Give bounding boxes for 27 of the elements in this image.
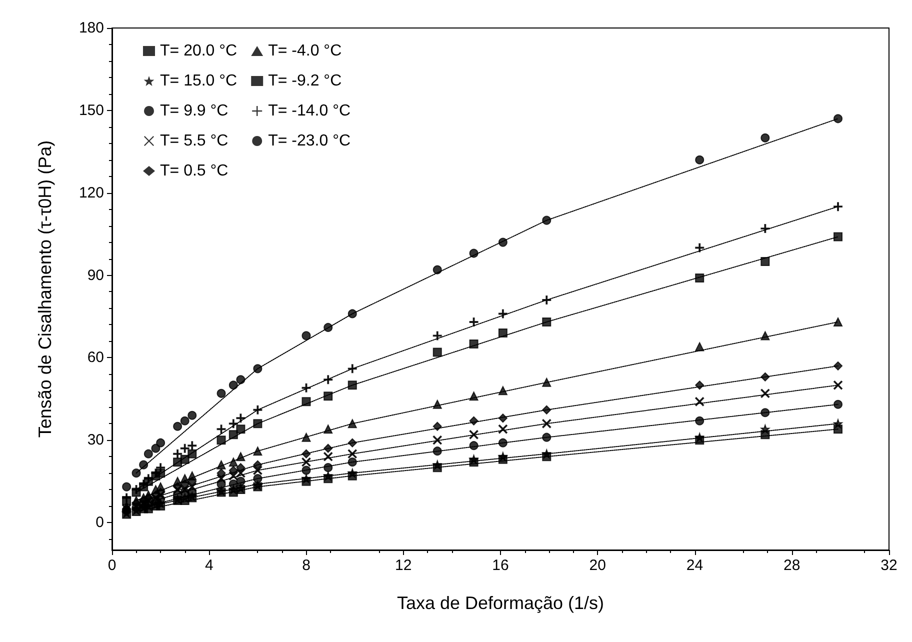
legend-label: T= -4.0 °C (268, 42, 342, 60)
legend-label: T= -9.2 °C (268, 72, 342, 90)
x-tick-label: 32 (880, 557, 898, 574)
x-tick-label: 8 (302, 557, 310, 574)
x-tick-label: 28 (784, 557, 800, 574)
x-tick-label: 12 (395, 557, 412, 574)
legend-label: T= 0.5 °C (160, 162, 228, 180)
legend-label: T= -14.0 °C (268, 102, 351, 120)
x-tick-label: 24 (686, 557, 704, 574)
y-tick-label: 30 (87, 432, 104, 449)
legend-label: T= 20.0 °C (160, 42, 238, 60)
y-axis-title: Tensão de Cisalhamento (τ-τ0H) (Pa) (35, 140, 55, 438)
y-tick-label: 0 (96, 514, 104, 532)
x-tick-label: 20 (589, 557, 606, 574)
legend-label: T= 9.9 °C (160, 102, 228, 120)
x-tick-label: 0 (108, 557, 116, 574)
legend-label: T= -23.0 °C (268, 132, 351, 150)
x-tick-label: 4 (204, 557, 214, 574)
y-tick-label: 90 (87, 266, 104, 284)
x-tick-label: 16 (492, 557, 509, 574)
legend-label: T= 5.5 °C (160, 132, 228, 150)
y-tick-label: 150 (78, 102, 104, 119)
y-tick-label: 180 (78, 20, 104, 36)
x-axis-title: Taxa de Deformação (1/s) (396, 593, 604, 613)
y-tick-label: 120 (78, 184, 104, 202)
y-tick-label: 60 (87, 349, 104, 366)
legend-label: T= 15.0 °C (160, 72, 238, 90)
